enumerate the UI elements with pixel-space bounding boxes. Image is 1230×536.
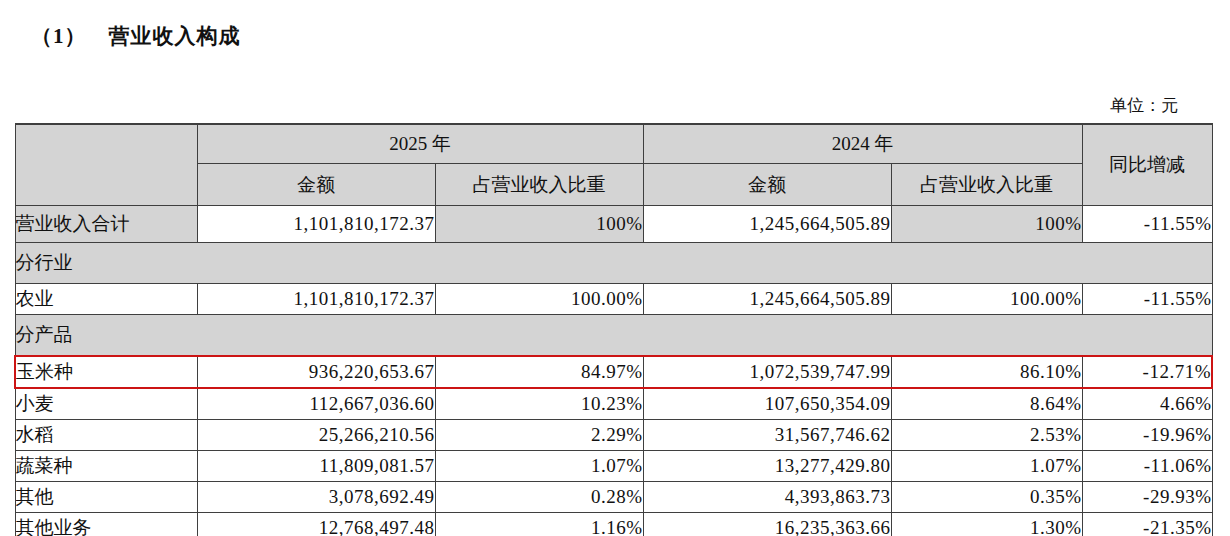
- cell-amount-2025: 936,220,653.67: [197, 356, 435, 388]
- section-row-label: 分产品: [15, 315, 1212, 357]
- cell-category: 营业收入合计: [15, 206, 197, 243]
- cell-category: 其他业务: [15, 513, 197, 536]
- unit-label: 单位：元: [0, 94, 1178, 117]
- header-yoy: 同比增减: [1082, 124, 1212, 206]
- table-row: 营业收入合计 1,101,810,172.37 100% 1,245,664,5…: [15, 206, 1212, 243]
- cell-category: 农业: [15, 284, 197, 315]
- cell-share-2025: 0.28%: [435, 482, 643, 513]
- cell-amount-2024: 107,650,354.09: [643, 388, 891, 420]
- header-row-years: 2025 年 2024 年 同比增减: [15, 124, 1212, 164]
- cell-yoy: -19.96%: [1082, 420, 1212, 451]
- cell-share-2025: 10.23%: [435, 388, 643, 420]
- cell-share-2025: 1.16%: [435, 513, 643, 536]
- table-row: 蔬菜种 11,809,081.57 1.07% 13,277,429.80 1.…: [15, 451, 1212, 482]
- section-row-label: 分行业: [15, 243, 1212, 284]
- cell-yoy: -21.35%: [1082, 513, 1212, 536]
- section-row: 分产品: [15, 315, 1212, 357]
- table-row: 其他 3,078,692.49 0.28% 4,393,863.73 0.35%…: [15, 482, 1212, 513]
- table-row: 农业 1,101,810,172.37 100.00% 1,245,664,50…: [15, 284, 1212, 315]
- cell-amount-2025: 25,266,210.56: [197, 420, 435, 451]
- cell-amount-2025: 12,768,497.48: [197, 513, 435, 536]
- cell-yoy: -11.55%: [1082, 284, 1212, 315]
- header-share-2025: 占营业收入比重: [435, 164, 643, 206]
- cell-yoy: -11.06%: [1082, 451, 1212, 482]
- table-body: 营业收入合计 1,101,810,172.37 100% 1,245,664,5…: [15, 206, 1212, 536]
- cell-category: 小麦: [15, 388, 197, 420]
- cell-share-2025: 1.07%: [435, 451, 643, 482]
- header-amount-2024: 金额: [643, 164, 891, 206]
- cell-category: 蔬菜种: [15, 451, 197, 482]
- cell-share-2024: 100.00%: [891, 284, 1082, 315]
- table-header: 2025 年 2024 年 同比增减 金额 占营业收入比重 金额 占营业收入比重: [15, 124, 1212, 206]
- cell-share-2024: 100%: [891, 206, 1082, 243]
- cell-share-2025: 2.29%: [435, 420, 643, 451]
- header-year-2025: 2025 年: [197, 124, 643, 164]
- cell-amount-2025: 112,667,036.60: [197, 388, 435, 420]
- cell-category: 水稻: [15, 420, 197, 451]
- header-share-2024: 占营业收入比重: [891, 164, 1082, 206]
- cell-category: 玉米种: [15, 356, 197, 388]
- cell-amount-2024: 1,245,664,505.89: [643, 206, 891, 243]
- page-title: （1） 营业收入构成: [31, 22, 1230, 50]
- header-category-blank: [15, 124, 197, 206]
- cell-amount-2025: 1,101,810,172.37: [197, 284, 435, 315]
- cell-yoy: -11.55%: [1082, 206, 1212, 243]
- cell-share-2024: 0.35%: [891, 482, 1082, 513]
- cell-share-2024: 8.64%: [891, 388, 1082, 420]
- cell-amount-2024: 13,277,429.80: [643, 451, 891, 482]
- table-row: 小麦 112,667,036.60 10.23% 107,650,354.09 …: [15, 388, 1212, 420]
- cell-share-2024: 2.53%: [891, 420, 1082, 451]
- document-page: （1） 营业收入构成 单位：元 2025 年 2024 年 同比增减 金额 占营…: [0, 22, 1230, 536]
- cell-amount-2024: 4,393,863.73: [643, 482, 891, 513]
- cell-amount-2025: 3,078,692.49: [197, 482, 435, 513]
- cell-yoy: -12.71%: [1082, 356, 1212, 388]
- cell-amount-2024: 31,567,746.62: [643, 420, 891, 451]
- cell-category: 其他: [15, 482, 197, 513]
- header-amount-2025: 金额: [197, 164, 435, 206]
- cell-yoy: 4.66%: [1082, 388, 1212, 420]
- cell-share-2025: 100%: [435, 206, 643, 243]
- cell-amount-2025: 1,101,810,172.37: [197, 206, 435, 243]
- table-row: 水稻 25,266,210.56 2.29% 31,567,746.62 2.5…: [15, 420, 1212, 451]
- header-year-2024: 2024 年: [643, 124, 1082, 164]
- cell-amount-2024: 16,235,363.66: [643, 513, 891, 536]
- cell-share-2025: 100.00%: [435, 284, 643, 315]
- section-row: 分行业: [15, 243, 1212, 284]
- table-row: 玉米种 936,220,653.67 84.97% 1,072,539,747.…: [15, 356, 1212, 388]
- cell-amount-2024: 1,245,664,505.89: [643, 284, 891, 315]
- cell-amount-2024: 1,072,539,747.99: [643, 356, 891, 388]
- revenue-composition-table: 2025 年 2024 年 同比增减 金额 占营业收入比重 金额 占营业收入比重…: [14, 123, 1213, 536]
- cell-yoy: -29.93%: [1082, 482, 1212, 513]
- cell-share-2024: 86.10%: [891, 356, 1082, 388]
- cell-amount-2025: 11,809,081.57: [197, 451, 435, 482]
- table-row: 其他业务 12,768,497.48 1.16% 16,235,363.66 1…: [15, 513, 1212, 536]
- cell-share-2024: 1.30%: [891, 513, 1082, 536]
- cell-share-2024: 1.07%: [891, 451, 1082, 482]
- cell-share-2025: 84.97%: [435, 356, 643, 388]
